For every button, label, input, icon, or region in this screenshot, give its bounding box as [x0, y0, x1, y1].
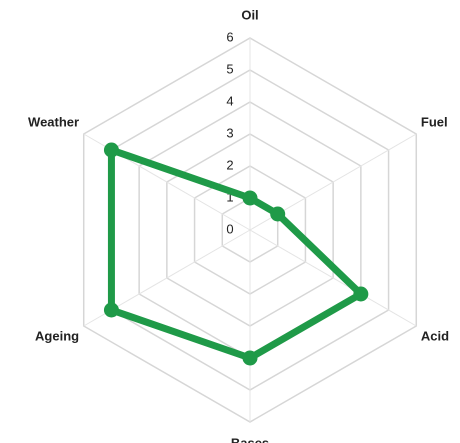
category-label: Ageing: [35, 328, 79, 343]
radial-tick-label: 2: [226, 157, 233, 172]
data-point: [270, 206, 286, 222]
data-point: [353, 286, 369, 302]
radial-tick-label: 4: [226, 93, 233, 108]
category-label: Acid: [421, 328, 449, 343]
category-label: Bases: [231, 435, 269, 443]
data-point: [103, 302, 119, 318]
radial-tick-label: 1: [226, 189, 233, 204]
radial-tick-label: 6: [226, 29, 233, 44]
axis-spoke: [249, 229, 417, 327]
data-point: [242, 190, 258, 206]
data-point: [103, 142, 119, 158]
category-label: Fuel: [421, 114, 448, 129]
data-point: [242, 350, 258, 366]
category-label: Oil: [241, 7, 258, 22]
category-label: Weather: [28, 114, 79, 129]
radial-tick-label: 5: [226, 61, 233, 76]
radial-tick-label: 0: [226, 221, 233, 236]
radial-tick-label: 3: [226, 125, 233, 140]
